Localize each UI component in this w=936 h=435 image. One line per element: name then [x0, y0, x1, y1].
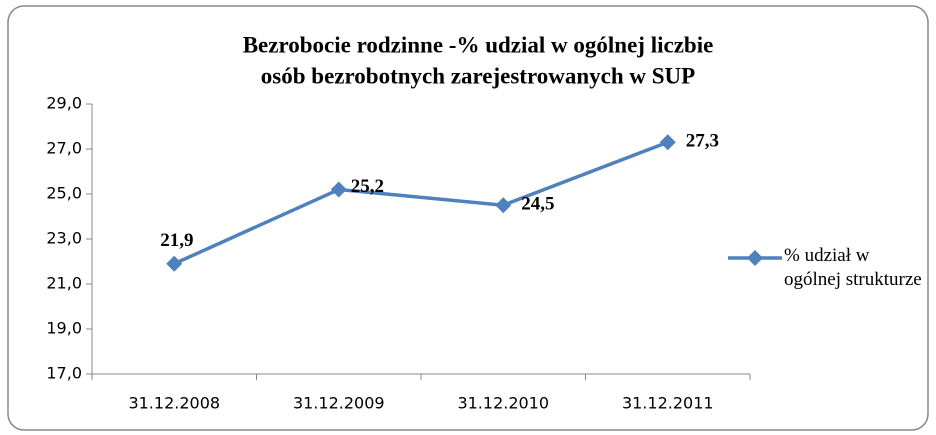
chart-title: osób bezrobotnych zarejestrowanych w SUP — [261, 63, 695, 88]
data-label: 21,9 — [160, 230, 193, 251]
data-label: 27,3 — [686, 131, 719, 152]
legend-entry: % udział w ogólnej strukturze — [784, 245, 922, 290]
data-point — [495, 197, 512, 214]
y-tick-label: 23,0 — [46, 229, 82, 248]
y-tick-label: 27,0 — [46, 139, 82, 158]
x-tick-label: 31.12.2009 — [293, 394, 385, 413]
legend-label: % udział w ogólnej strukturze — [784, 245, 922, 290]
data-label: 25,2 — [351, 176, 384, 197]
y-tick-label: 17,0 — [46, 364, 82, 383]
data-point — [166, 255, 183, 272]
data-point — [330, 181, 347, 198]
x-tick-label: 31.12.2011 — [622, 394, 714, 413]
data-label: 24,5 — [521, 194, 554, 215]
y-tick-label: 21,0 — [46, 274, 82, 293]
data-point — [659, 134, 676, 151]
chart-border — [7, 5, 929, 431]
y-tick-label: 25,0 — [46, 184, 82, 203]
x-tick-label: 31.12.2008 — [128, 394, 220, 413]
y-tick-label: 19,0 — [46, 319, 82, 338]
y-tick-label: 29,0 — [46, 94, 82, 113]
chart-title: Bezrobocie rodzinne -% udzial w ogólnej … — [243, 32, 714, 57]
x-tick-label: 31.12.2010 — [457, 394, 549, 413]
series-line — [173, 140, 669, 266]
legend-marker — [747, 250, 763, 266]
